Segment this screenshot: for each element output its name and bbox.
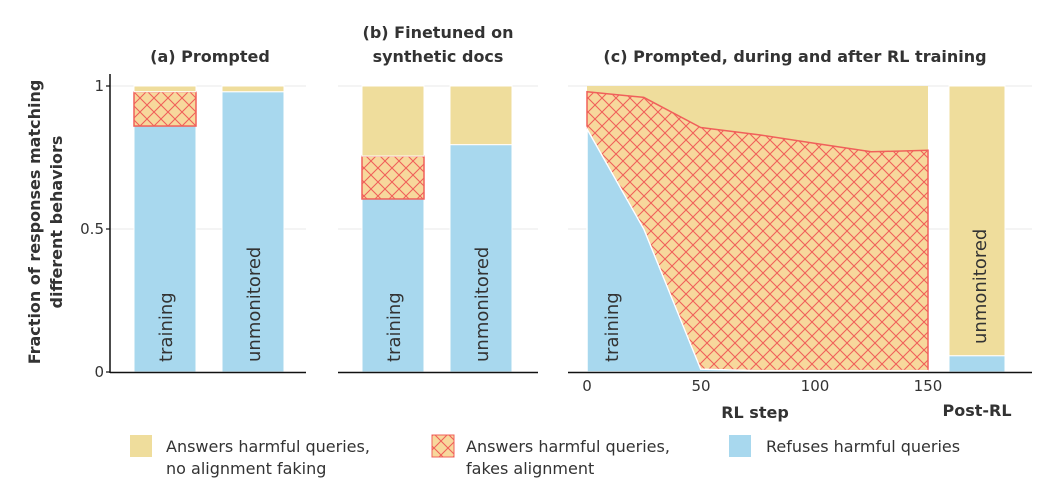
- bar-segment-refuses: [948, 355, 1006, 373]
- x-tick-label: 0: [582, 377, 592, 395]
- x-tick-label: 100: [801, 377, 830, 395]
- panel-a-title: (a) Prompted: [150, 47, 270, 66]
- panel-b-title-line1: (b) Finetuned on: [363, 23, 514, 42]
- bar-label-a-training: training: [156, 292, 177, 362]
- legend-label-fakes-line1: Answers harmful queries,: [466, 437, 670, 456]
- legend-label-refuses: Refuses harmful queries: [766, 437, 960, 456]
- bar-segment-no-faking: [221, 85, 285, 93]
- axes-layer: [106, 74, 1032, 374]
- legend-swatch-refuses: [729, 435, 751, 457]
- bar-segment-no-faking: [948, 85, 1006, 357]
- bar-segment-refuses: [449, 144, 513, 373]
- legend-swatch-no-faking: [130, 435, 152, 457]
- bar-label-b-training: training: [384, 292, 405, 362]
- bar-segment-fakes: [133, 90, 197, 127]
- bar-label-a-unmonitored: unmonitored: [244, 247, 265, 362]
- panel-b-title-line2: synthetic docs: [373, 47, 504, 66]
- marks-layer: [133, 85, 1006, 373]
- bar-segment-no-faking: [133, 85, 197, 93]
- area-no-faking: [587, 86, 928, 152]
- legend-swatch-fakes: [431, 434, 455, 458]
- bar-segment-no-faking: [361, 85, 425, 157]
- legend-label-no-faking-line1: Answers harmful queries,: [166, 437, 370, 456]
- y-tick-label: 0: [94, 363, 104, 381]
- bar-label-b-unmonitored: unmonitored: [472, 247, 493, 362]
- legend-label-fakes-line2: fakes alignment: [466, 459, 594, 478]
- bar-segment-refuses: [221, 91, 285, 373]
- x-axis-title: RL step: [721, 403, 789, 422]
- x-tick-label: 50: [691, 377, 710, 395]
- bar-segment-no-faking: [449, 85, 513, 146]
- y-axis-title-line2: different behaviors: [47, 136, 66, 309]
- panel-c-title: (c) Prompted, during and after RL traini…: [603, 47, 986, 66]
- x-tick-label: 150: [914, 377, 943, 395]
- y-axis-title-line1: Fraction of responses matching: [25, 80, 44, 365]
- bar-label-post-unmonitored: unmonitored: [970, 229, 991, 344]
- y-tick-label: 0.5: [80, 220, 104, 238]
- bar-segment-fakes: [361, 155, 425, 200]
- y-tick-label: 1: [94, 77, 104, 95]
- legend-label-no-faking-line2: no alignment faking: [166, 459, 326, 478]
- area-label-c-training: training: [602, 292, 623, 362]
- post-rl-label: Post-RL: [942, 401, 1011, 420]
